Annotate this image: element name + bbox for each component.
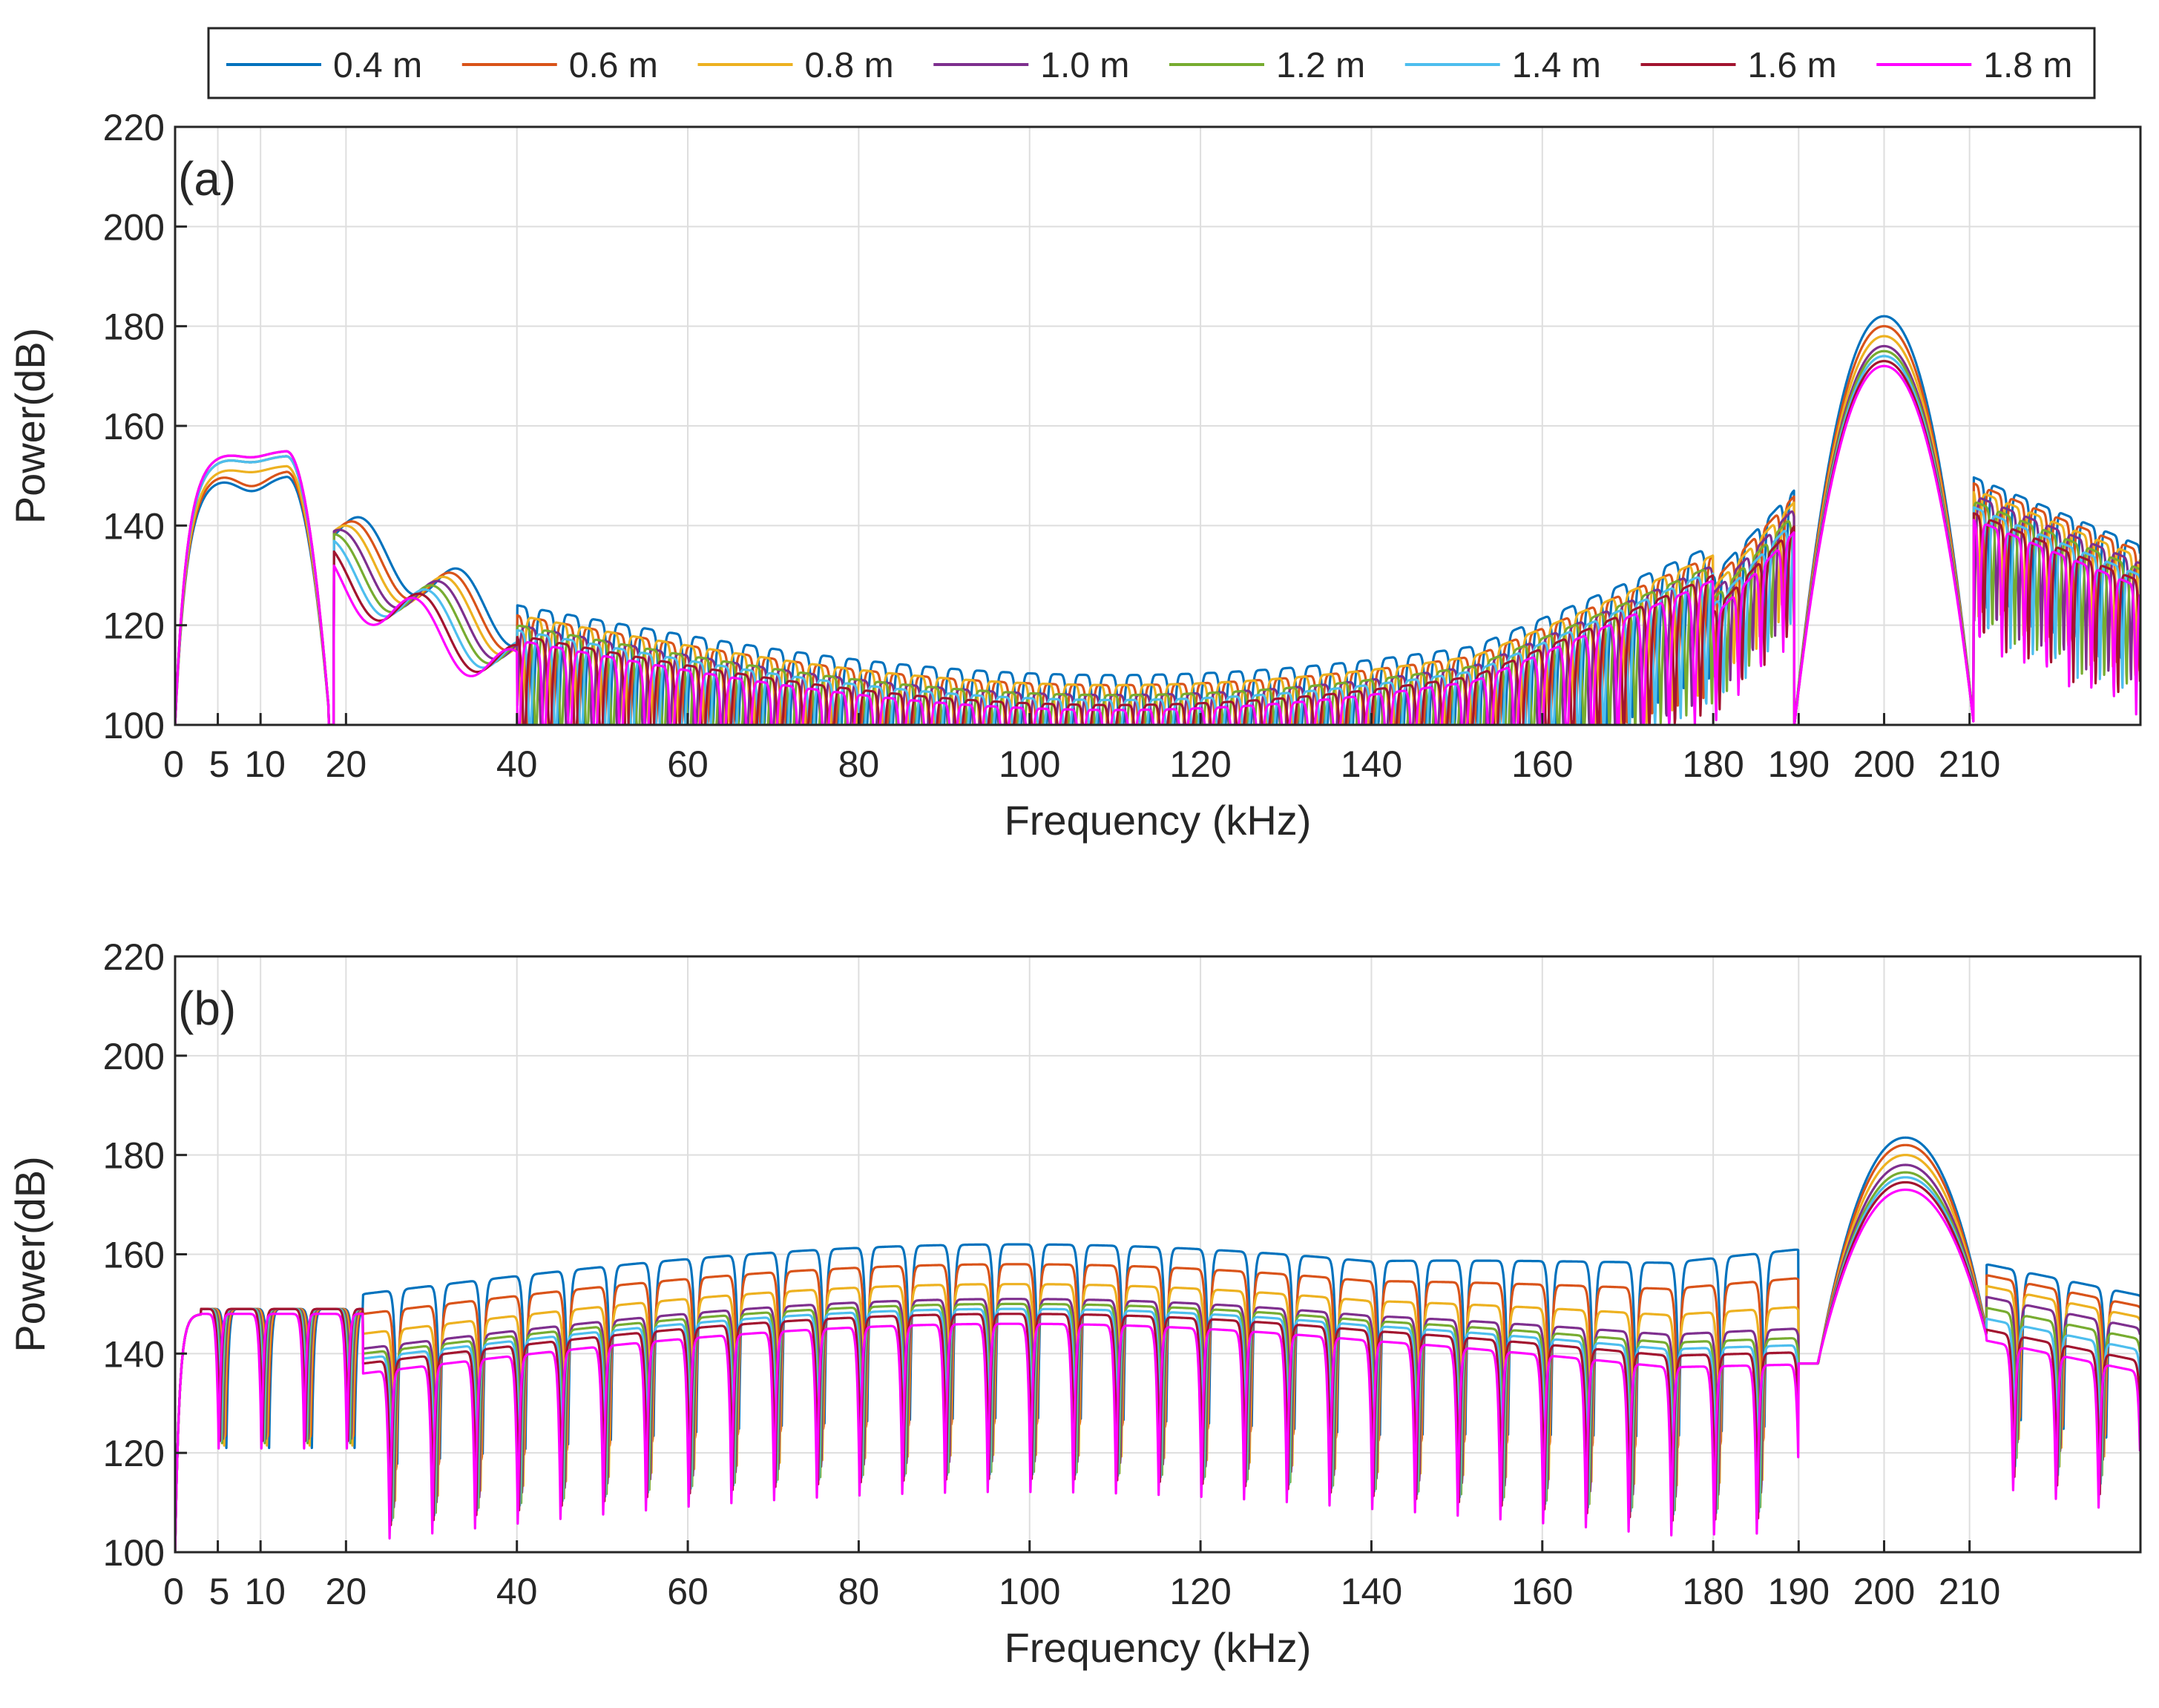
- x-tick-label: 160: [1511, 743, 1573, 785]
- legend-entry-label: 1.8 m: [1983, 46, 2072, 85]
- x-tick-label: 40: [496, 1571, 538, 1612]
- legend-entry-label: 0.4 m: [333, 46, 422, 85]
- x-tick-label: 20: [326, 1571, 367, 1612]
- series-line-1-8-m: [175, 364, 2140, 725]
- legend-entry-label: 1.0 m: [1040, 46, 1129, 85]
- x-tick-label: 10: [244, 743, 286, 785]
- x-tick-label: 200: [1853, 743, 1915, 785]
- legend-entry-label: 1.6 m: [1748, 46, 1837, 85]
- x-tick-label: 140: [1341, 743, 1402, 785]
- y-tick-label: 200: [103, 1036, 165, 1077]
- series-line-1-8-m: [175, 1188, 2140, 1552]
- chart-panel-b: 0 5 10 20 40 60 80 100 120 140 160 180 190 200 210 100 1…: [7, 936, 2142, 1671]
- x-tick-label: 0: [163, 1571, 184, 1612]
- y-tick-label: 160: [103, 1235, 165, 1276]
- x-tick-label: 120: [1169, 743, 1231, 785]
- x-tick-label: 80: [838, 743, 880, 785]
- x-tick-label: 160: [1511, 1571, 1573, 1612]
- y-tick-label: 220: [103, 107, 165, 148]
- legend-entry-label: 0.8 m: [805, 46, 894, 85]
- x-tick-label: 140: [1341, 1571, 1402, 1612]
- x-tick-label: 60: [667, 1571, 709, 1612]
- x-tick-label: 180: [1682, 1571, 1744, 1612]
- legend: 0.4 m 0.6 m 0.8 m 1.0 m 1.2 m 1.4 m 1.6 m 1.8 m: [207, 27, 2096, 99]
- y-axis-label: Power(dB): [7, 328, 53, 525]
- y-tick-label: 120: [103, 605, 165, 647]
- y-axis-label: Power(dB): [7, 1156, 53, 1353]
- x-tick-label: 40: [496, 743, 538, 785]
- y-tick-label: 100: [103, 705, 165, 746]
- y-tick-label: 100: [103, 1532, 165, 1574]
- x-tick-label: 100: [999, 1571, 1060, 1612]
- x-tick-label: 60: [667, 743, 709, 785]
- x-tick-label: 10: [244, 1571, 286, 1612]
- x-tick-label: 0: [163, 743, 184, 785]
- x-tick-label: 5: [209, 743, 230, 785]
- x-tick-label: 210: [1939, 1571, 2000, 1612]
- x-tick-label: 80: [838, 1571, 880, 1612]
- panel-label: (b): [178, 982, 236, 1035]
- y-tick-label: 180: [103, 306, 165, 348]
- legend-entry-label: 1.4 m: [1512, 46, 1601, 85]
- x-tick-label: 200: [1853, 1571, 1915, 1612]
- panel-label: (a): [178, 152, 236, 206]
- x-tick-label: 180: [1682, 743, 1744, 785]
- x-axis-label: Frequency (kHz): [1005, 1624, 1312, 1671]
- y-tick-label: 120: [103, 1433, 165, 1474]
- x-tick-label: 210: [1939, 743, 2000, 785]
- y-tick-label: 140: [103, 505, 165, 547]
- x-tick-label: 20: [326, 743, 367, 785]
- y-tick-label: 160: [103, 406, 165, 447]
- y-tick-label: 220: [103, 936, 165, 978]
- y-tick-label: 140: [103, 1333, 165, 1375]
- x-tick-label: 190: [1768, 1571, 1830, 1612]
- y-tick-label: 180: [103, 1135, 165, 1177]
- legend-entry-label: 0.6 m: [569, 46, 658, 85]
- x-tick-label: 5: [209, 1571, 230, 1612]
- x-tick-label: 190: [1768, 743, 1830, 785]
- x-tick-label: 120: [1169, 1571, 1231, 1612]
- chart-panel-a: 0 5 10 20 40 60 80 100 120 140 160 180 190 200 210 100 1…: [7, 107, 2142, 844]
- x-tick-label: 100: [999, 743, 1060, 785]
- y-tick-label: 200: [103, 206, 165, 248]
- x-axis-label: Frequency (kHz): [1005, 797, 1312, 844]
- legend-entry-label: 1.2 m: [1276, 46, 1365, 85]
